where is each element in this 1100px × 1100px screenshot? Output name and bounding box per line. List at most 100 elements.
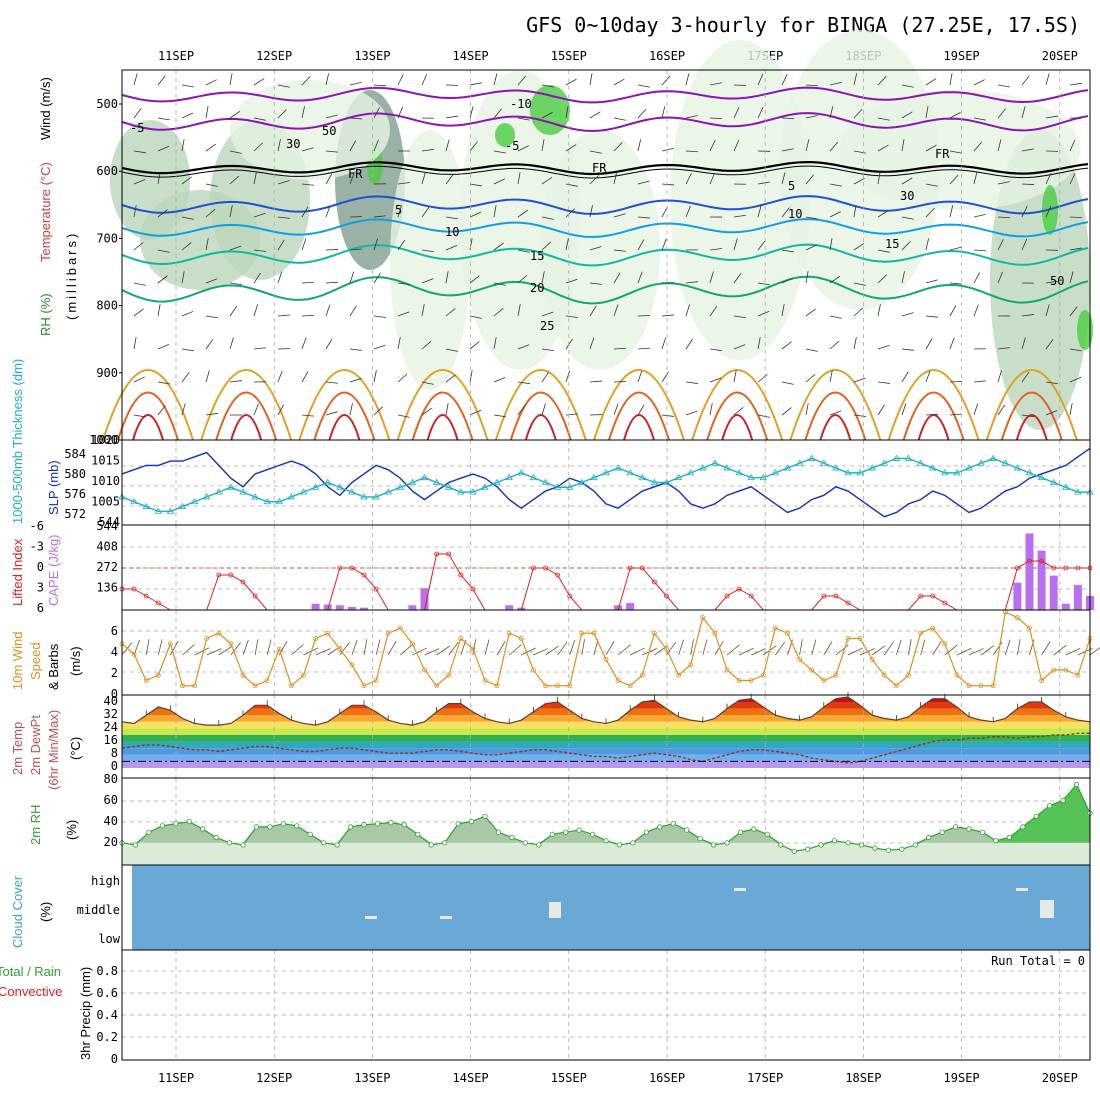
wind-barb	[373, 406, 384, 416]
rh-point	[361, 822, 367, 828]
wind-barb	[877, 117, 890, 121]
wind-speed-point	[180, 683, 185, 689]
wind-barb-10m	[375, 639, 381, 656]
contour-30-arch	[1000, 391, 1063, 441]
ylabel-rh2m: 2m RH	[28, 805, 43, 845]
wind-barb	[589, 150, 602, 154]
wind-barb-10m	[484, 639, 490, 656]
rh-point	[401, 822, 407, 828]
cape-tick: 136	[96, 581, 118, 595]
wind-barb	[613, 380, 627, 383]
thickness-point	[916, 459, 925, 466]
ylabel-wind-a: 10m Wind	[10, 631, 25, 690]
rh-point	[1060, 797, 1066, 804]
lifted-index-point	[543, 565, 548, 571]
rh-area-fill	[122, 784, 1090, 865]
wind-speed-point	[204, 636, 210, 641]
wind-speed-point	[422, 667, 427, 673]
rh-point	[1006, 834, 1012, 841]
contour-label: 25	[540, 319, 554, 333]
wind-barb	[301, 147, 314, 152]
thickness-point	[892, 454, 901, 461]
wind-speed-point	[603, 657, 609, 662]
wind-barb	[709, 271, 714, 284]
wind-barb-10m	[436, 645, 451, 656]
wind-barb-10m	[581, 639, 585, 656]
wind-barb	[733, 139, 740, 152]
wind-barb	[541, 403, 546, 416]
wind-barb	[925, 338, 933, 350]
wind-barb	[805, 403, 809, 416]
wind-barb	[373, 315, 386, 318]
wind-speed-point	[942, 641, 948, 647]
pressure-tick: 700	[96, 231, 118, 245]
wind-barb	[445, 245, 458, 251]
wind-barb-10m	[617, 644, 631, 656]
run-total: Run Total = 0	[991, 954, 1085, 968]
wind-barb	[901, 271, 905, 284]
wind-barb	[973, 380, 986, 383]
wind-barb-10m	[521, 647, 536, 656]
wind-barb	[349, 305, 357, 317]
wind-barb	[157, 381, 170, 385]
wind-barb	[229, 380, 242, 383]
wind-barb	[541, 271, 545, 284]
wind-barb	[685, 150, 699, 153]
wind-speed-point	[906, 672, 911, 678]
wind-barb	[661, 75, 671, 86]
wind-barb	[781, 207, 790, 218]
wind-barb	[661, 414, 674, 417]
wind-barb	[877, 144, 889, 152]
wind-barb	[229, 205, 233, 218]
wind-barb-10m	[883, 641, 894, 656]
cape-bar	[347, 606, 356, 610]
thickness-point	[614, 464, 622, 471]
rh-point	[899, 846, 905, 852]
wind-barb	[997, 239, 1004, 251]
wind-barb	[877, 344, 890, 350]
rh-point	[415, 831, 421, 837]
wind-barb	[901, 111, 913, 119]
wind-barb	[877, 274, 887, 284]
wind-speed-point	[434, 683, 440, 689]
wind-speed-point	[809, 667, 815, 673]
thickness-point	[868, 464, 876, 471]
contour-label: 10	[788, 207, 802, 221]
wind-barb-10m	[351, 639, 358, 656]
wind-barb	[541, 112, 553, 119]
wind-barb	[397, 373, 408, 383]
wind-barb	[733, 370, 737, 383]
wind-barb	[517, 172, 521, 185]
contour-label: FR	[592, 161, 607, 175]
wind-speed-point	[712, 630, 718, 636]
wind-barb-10m	[980, 645, 995, 656]
wind-barb	[133, 376, 146, 383]
wind-barb	[205, 79, 217, 86]
wind-barb-10m	[339, 642, 350, 656]
wind-barb	[781, 277, 794, 284]
wind-barb	[685, 115, 698, 119]
contour-label: 30	[286, 137, 300, 151]
wind-barb	[949, 337, 955, 350]
rh-point	[831, 838, 838, 844]
cloud-cover-panel: high middle low	[77, 864, 1091, 951]
wind-barb	[973, 249, 986, 252]
rh-point	[186, 818, 192, 825]
thickness-point	[287, 493, 296, 500]
wind-barb-10m	[593, 639, 599, 656]
wind-barb	[973, 117, 986, 121]
thickness-point	[650, 478, 659, 485]
wind-speed-point	[325, 630, 331, 636]
precip-tick: 0.4	[96, 1008, 118, 1022]
ylabel-rh2m-unit: (%)	[64, 820, 79, 840]
lifted-index-point	[567, 593, 573, 599]
temp-color-band	[122, 721, 1090, 729]
wind-barb	[181, 216, 194, 220]
rh-shade-blob	[670, 40, 810, 360]
wind-barb	[157, 117, 170, 121]
wind-barb-10m	[545, 645, 559, 656]
wind-barb	[325, 381, 338, 384]
temp-color-band	[122, 728, 1090, 735]
cape-tick: 544	[96, 519, 118, 533]
thickness-point	[590, 473, 598, 481]
